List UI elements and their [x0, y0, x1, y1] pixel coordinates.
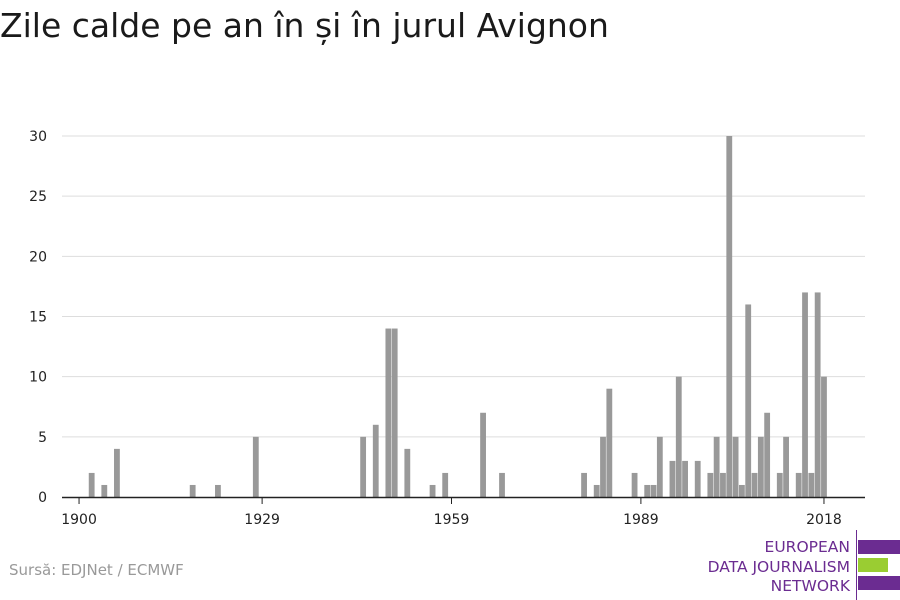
edjnet-logo: EUROPEAN DATA JOURNALISM NETWORK [704, 530, 900, 600]
bar-2014 [795, 472, 802, 497]
bar-1958 [442, 472, 449, 497]
logo-bar-purple-top [858, 540, 900, 554]
bar-2006 [745, 304, 752, 497]
bar-2017 [814, 292, 821, 497]
y-tick-label-10: 10 [29, 370, 47, 386]
logo-line-3: NETWORK [770, 577, 850, 595]
source-note: Sursă: EDJNet / ECMWF [9, 561, 184, 579]
bar-2000 [707, 472, 714, 497]
bar-2008 [757, 436, 764, 497]
bar-1945 [360, 436, 367, 497]
y-tick-label-0: 0 [38, 490, 47, 506]
x-tick-label-1959: 1959 [434, 512, 470, 528]
bar-1956 [429, 484, 436, 497]
y-tick-label-25: 25 [29, 189, 47, 205]
bar-1949 [385, 328, 392, 497]
bar-2011 [776, 472, 783, 497]
bar-2004 [732, 436, 739, 497]
bar-1990 [644, 484, 651, 497]
bar-2015 [802, 292, 808, 497]
bar-2003 [726, 136, 733, 497]
bar-2007 [751, 472, 758, 497]
y-tick-label-20: 20 [29, 249, 47, 265]
bar-1902 [88, 472, 95, 497]
bar-1928 [252, 436, 259, 497]
bar-1982 [593, 484, 600, 497]
x-tick-label-1989: 1989 [623, 512, 659, 528]
bar-1922 [215, 484, 221, 497]
bar-2012 [783, 436, 789, 497]
bar-2016 [808, 472, 815, 497]
bar-1904 [101, 484, 108, 497]
x-tick-label-2018: 2018 [806, 512, 842, 528]
bar-1996 [682, 460, 688, 497]
bar-1980 [581, 472, 587, 497]
bars [88, 136, 827, 497]
bar-2009 [764, 412, 771, 497]
x-tick-label-1929: 1929 [244, 512, 280, 528]
bar-1952 [404, 448, 411, 497]
bar-2018 [821, 376, 827, 497]
x-tick-label-1900: 1900 [61, 512, 97, 528]
y-tick-label-30: 30 [29, 129, 47, 145]
bar-1984 [606, 388, 613, 497]
bar-1983 [600, 436, 606, 497]
bar-1988 [631, 472, 638, 497]
bar-2002 [720, 472, 726, 497]
bar-1947 [372, 424, 379, 497]
x-axis-ticks: 1900 1929 1959 1989 2018 [61, 497, 842, 528]
bar-1992 [656, 436, 663, 497]
bar-1906 [114, 448, 120, 497]
y-tick-label-15: 15 [29, 310, 47, 326]
logo-bar-green [858, 558, 888, 572]
bar-1991 [650, 484, 657, 497]
logo-line-1: EUROPEAN [764, 538, 850, 556]
y-axis-labels: 0 5 10 15 20 25 30 [29, 129, 47, 506]
logo-line-2: DATA JOURNALISM [707, 558, 850, 576]
chart-title: Zile calde pe an în și în jurul Avignon [0, 6, 609, 45]
logo-separator [856, 530, 857, 600]
bar-2005 [738, 484, 745, 497]
bar-1967 [499, 472, 505, 497]
bar-1995 [675, 376, 682, 497]
bar-1994 [669, 460, 676, 497]
y-tick-label-5: 5 [38, 430, 47, 446]
logo-bar-purple-bottom [858, 576, 900, 590]
gridlines [62, 135, 865, 438]
bar-1964 [480, 412, 486, 497]
bar-1950 [391, 328, 398, 497]
bar-1918 [189, 484, 196, 497]
bar-2001 [713, 436, 720, 497]
bar-1998 [694, 460, 701, 497]
